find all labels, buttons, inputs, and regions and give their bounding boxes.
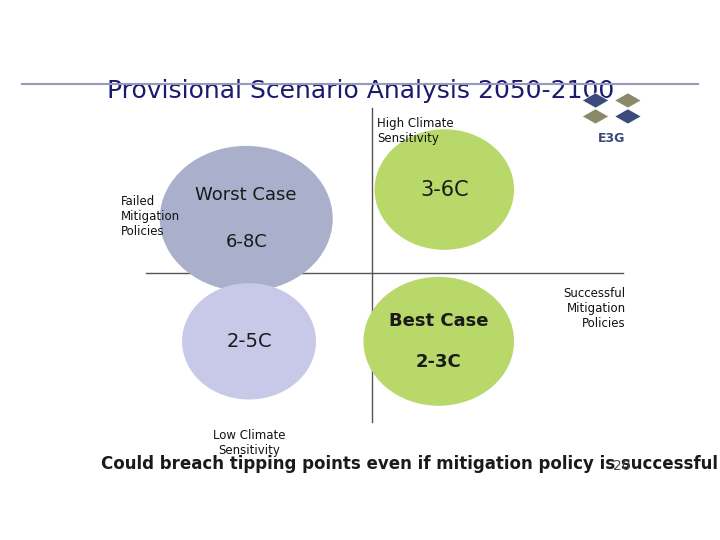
Text: 2-5C: 2-5C: [226, 332, 272, 351]
Text: Successful
Mitigation
Policies: Successful Mitigation Policies: [564, 287, 626, 329]
Polygon shape: [582, 109, 609, 124]
Polygon shape: [615, 93, 642, 108]
Text: Failed
Mitigation
Policies: Failed Mitigation Policies: [121, 195, 180, 238]
Ellipse shape: [374, 129, 514, 250]
Text: Best Case: Best Case: [389, 312, 488, 330]
Text: Could breach tipping points even if mitigation policy is successful: Could breach tipping points even if miti…: [101, 455, 718, 473]
Text: Worst Case: Worst Case: [196, 186, 297, 204]
Text: Provisional Scenario Analysis 2050-2100: Provisional Scenario Analysis 2050-2100: [107, 79, 614, 103]
Text: 6-8C: 6-8C: [225, 233, 267, 251]
Ellipse shape: [182, 283, 316, 400]
Polygon shape: [615, 109, 642, 124]
Text: 2-3C: 2-3C: [416, 353, 462, 371]
Text: Low Climate
Sensitivity: Low Climate Sensitivity: [213, 429, 285, 457]
Text: E3G: E3G: [598, 132, 626, 145]
Text: High Climate
Sensitivity: High Climate Sensitivity: [377, 117, 454, 145]
Ellipse shape: [160, 146, 333, 292]
Text: 20: 20: [613, 459, 630, 473]
Text: 3-6C: 3-6C: [420, 179, 469, 200]
Polygon shape: [582, 93, 609, 108]
Ellipse shape: [364, 277, 514, 406]
